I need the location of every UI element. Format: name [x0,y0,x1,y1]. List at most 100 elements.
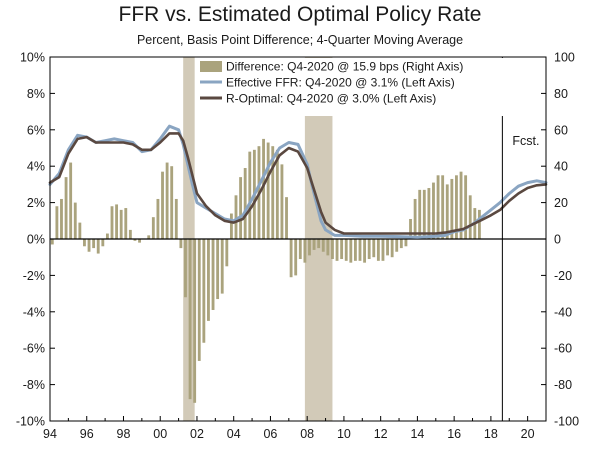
difference-bar [372,239,376,258]
difference-bar [220,239,224,294]
difference-bar [105,233,109,239]
x-axis-tick-label: 02 [190,427,204,441]
x-axis-tick-label: 16 [447,427,461,441]
difference-bar [427,188,431,239]
difference-bar [308,239,311,256]
difference-bar [239,177,243,239]
difference-bar [174,198,178,239]
difference-bar [202,239,206,343]
difference-bar [326,239,330,256]
difference-bar [450,178,454,239]
difference-bar [459,171,463,239]
difference-bar [50,239,54,245]
x-axis-tick-label: 10 [337,427,351,441]
difference-bar [376,239,380,261]
difference-bar [317,239,321,249]
difference-bar [211,239,215,310]
difference-bar [404,239,408,247]
difference-bar [69,162,73,239]
difference-bar [225,239,229,267]
difference-bar [386,239,389,256]
difference-bar [409,218,412,239]
difference-bar [321,239,325,252]
difference-bar [147,235,151,239]
difference-bar [367,239,371,260]
difference-bar [60,198,63,239]
right-axis-tick-label: 60 [554,123,568,137]
left-axis-tick-label: 2% [27,196,45,210]
right-axis-tick-label: -20 [554,269,572,283]
right-axis-tick-label: 100 [554,51,575,65]
difference-bar [294,239,298,276]
left-axis-tick-label: -10% [16,415,45,429]
x-axis-tick-label: 94 [43,427,57,441]
legend-label-difference: Difference: Q4-2020 @ 15.9 bps (Right Ax… [226,60,463,74]
right-axis-tick-label: -60 [554,342,572,356]
difference-bar [115,204,119,239]
right-axis-tick-label: 40 [554,160,568,174]
difference-bar [110,206,114,239]
difference-bar [344,239,348,261]
difference-bar [303,239,307,263]
difference-bar [289,239,293,278]
difference-bar [422,189,426,239]
difference-bar [207,239,210,321]
difference-bar [353,239,357,261]
difference-bar [188,239,192,400]
left-axis-tick-label: 0% [27,233,45,247]
difference-bar [455,175,458,239]
difference-bar [477,209,481,239]
right-axis-tick-label: -40 [554,305,572,319]
difference-bar [119,209,123,239]
legend-swatch-difference [200,61,222,72]
right-axis-tick-label: 0 [554,233,561,247]
left-axis-tick-label: -4% [23,305,45,319]
x-axis-tick-label: 12 [374,427,388,441]
left-axis-tick-label: 6% [27,123,45,137]
difference-bar [358,239,362,261]
difference-bar [395,239,399,252]
left-axis-tick-label: 10% [20,51,45,65]
chart-title: FFR vs. Estimated Optimal Policy Rate [118,3,482,26]
difference-bar [184,239,187,298]
x-axis-tick-label: 18 [484,427,498,441]
right-axis-tick-label: -80 [554,378,572,392]
difference-bar [363,239,367,263]
x-axis-tick-label: 06 [263,427,277,441]
difference-bar [151,217,155,239]
difference-bar [124,208,128,239]
difference-bar [138,239,141,243]
difference-bar [64,177,68,239]
difference-bar [441,175,445,239]
difference-bar [165,162,169,239]
forecast-label: Fcst. [512,134,539,148]
x-axis-tick-label: 98 [117,427,131,441]
legend-box [196,58,534,116]
difference-bar [55,206,59,239]
difference-bar [229,213,233,239]
right-axis-tick-label: 80 [554,87,568,101]
difference-bar [101,239,105,247]
difference-bar [436,175,440,239]
difference-bar [78,222,82,239]
left-axis-tick-label: 8% [27,87,45,101]
left-axis-tick-label: -8% [23,378,45,392]
difference-bar [248,151,252,239]
left-axis-tick-label: 4% [27,160,45,174]
x-axis-tick-label: 20 [521,427,535,441]
difference-bar [340,239,344,260]
difference-bar [271,146,275,239]
x-axis-tick-label: 08 [300,427,314,441]
x-axis-tick-label: 00 [153,427,167,441]
left-axis-tick-label: -2% [23,269,45,283]
left-axis-tick-label: -6% [23,342,45,356]
difference-bar [197,239,201,361]
difference-bar [298,239,302,260]
difference-bar [335,239,339,261]
r-optimal-line [48,132,548,235]
x-axis-tick-label: 96 [80,427,94,441]
difference-bar [418,189,422,239]
difference-bar [170,166,174,239]
